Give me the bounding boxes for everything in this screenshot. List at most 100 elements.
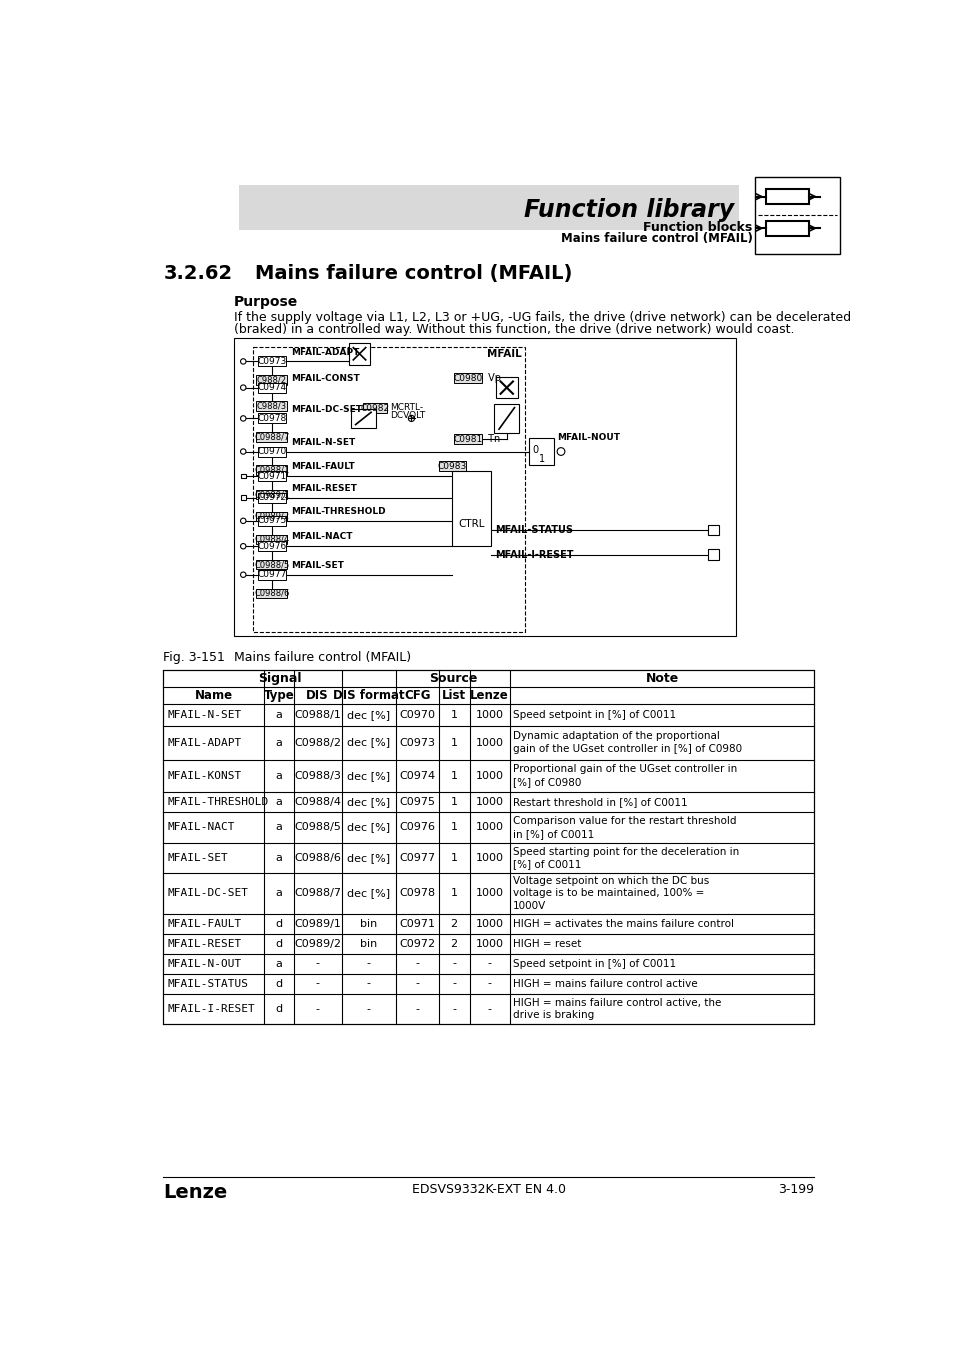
Text: Signal: Signal bbox=[257, 672, 301, 686]
Text: C0989/1: C0989/1 bbox=[254, 490, 289, 500]
Text: 1: 1 bbox=[450, 737, 457, 748]
Bar bbox=[707, 525, 719, 536]
Text: a: a bbox=[275, 822, 282, 833]
Text: a: a bbox=[275, 958, 282, 968]
Bar bbox=[256, 375, 287, 385]
Text: C0978: C0978 bbox=[398, 888, 435, 899]
Text: MFAIL-DC-SET: MFAIL-DC-SET bbox=[291, 405, 362, 413]
Text: C0978: C0978 bbox=[257, 414, 286, 423]
Text: C0980: C0980 bbox=[453, 374, 482, 383]
Text: MFAIL-SET: MFAIL-SET bbox=[167, 853, 228, 863]
Text: Lenze: Lenze bbox=[163, 1183, 228, 1202]
Bar bbox=[494, 404, 518, 433]
Text: C0973: C0973 bbox=[398, 737, 435, 748]
Text: MFAIL-FAULT: MFAIL-FAULT bbox=[291, 463, 355, 471]
Text: 2: 2 bbox=[450, 918, 457, 929]
Bar bbox=[241, 495, 245, 500]
Text: 1000: 1000 bbox=[476, 771, 503, 780]
Circle shape bbox=[240, 416, 246, 421]
Text: d: d bbox=[275, 938, 282, 949]
Text: 1000: 1000 bbox=[476, 710, 503, 720]
Text: MFAIL: MFAIL bbox=[486, 350, 521, 359]
Text: C0988/2: C0988/2 bbox=[294, 737, 341, 748]
Bar bbox=[362, 404, 387, 413]
Text: C0970: C0970 bbox=[257, 447, 286, 456]
Text: dec [%]: dec [%] bbox=[347, 853, 390, 863]
Text: 1: 1 bbox=[538, 454, 544, 464]
Bar bbox=[256, 432, 287, 441]
Text: Restart threshold in [%] of C0011: Restart threshold in [%] of C0011 bbox=[513, 796, 687, 807]
Text: Function blocks: Function blocks bbox=[642, 221, 752, 235]
Text: MFAIL-ADAPT: MFAIL-ADAPT bbox=[291, 348, 359, 356]
Circle shape bbox=[240, 385, 246, 390]
Text: -: - bbox=[415, 958, 418, 968]
Bar bbox=[529, 437, 554, 466]
Text: C0988/3: C0988/3 bbox=[294, 771, 341, 780]
Bar bbox=[163, 670, 814, 1025]
Text: (braked) in a controlled way. Without this function, the drive (drive network) w: (braked) in a controlled way. Without th… bbox=[233, 323, 794, 336]
Text: -: - bbox=[415, 979, 418, 988]
Text: dec [%]: dec [%] bbox=[347, 888, 390, 899]
Bar bbox=[351, 409, 375, 428]
Text: -: - bbox=[315, 979, 319, 988]
Text: MFAIL-DC-SET: MFAIL-DC-SET bbox=[167, 888, 248, 899]
Bar bbox=[233, 338, 736, 636]
Text: DIS: DIS bbox=[306, 688, 329, 702]
Text: 1: 1 bbox=[450, 771, 457, 780]
Bar bbox=[438, 462, 466, 471]
Text: MFAIL-NACT: MFAIL-NACT bbox=[291, 532, 353, 541]
Text: MFAIL-RESET: MFAIL-RESET bbox=[167, 938, 241, 949]
Text: C0971: C0971 bbox=[257, 471, 286, 481]
Text: MCRTL-: MCRTL- bbox=[390, 404, 423, 412]
Text: List: List bbox=[441, 688, 466, 702]
Bar bbox=[496, 377, 517, 398]
Bar bbox=[454, 374, 481, 383]
Bar bbox=[452, 471, 491, 547]
Text: Speed setpoint in [%] of C0011: Speed setpoint in [%] of C0011 bbox=[513, 958, 676, 968]
Text: C0974: C0974 bbox=[257, 383, 286, 392]
Text: dec [%]: dec [%] bbox=[347, 737, 390, 748]
Text: 1000: 1000 bbox=[476, 918, 503, 929]
Bar bbox=[256, 535, 287, 544]
Text: Voltage setpoint on which the DC bus
voltage is to be maintained, 100% =
1000V: Voltage setpoint on which the DC bus vol… bbox=[513, 876, 708, 911]
Bar bbox=[257, 570, 286, 579]
Circle shape bbox=[240, 544, 246, 549]
Text: 3.2.62: 3.2.62 bbox=[163, 265, 233, 284]
Text: Lenze: Lenze bbox=[470, 688, 509, 702]
Text: DIS format: DIS format bbox=[333, 688, 404, 702]
Text: Tn: Tn bbox=[484, 435, 499, 444]
Bar bbox=[256, 466, 287, 475]
Text: d: d bbox=[275, 918, 282, 929]
Text: dec [%]: dec [%] bbox=[347, 796, 390, 807]
Text: MFAIL-N-OUT: MFAIL-N-OUT bbox=[167, 958, 241, 968]
Text: C0972: C0972 bbox=[398, 938, 435, 949]
Text: -: - bbox=[315, 958, 319, 968]
Text: 1: 1 bbox=[450, 822, 457, 833]
Text: HIGH = mains failure control active: HIGH = mains failure control active bbox=[513, 979, 697, 988]
Text: a: a bbox=[275, 771, 282, 780]
Text: MFAIL-NOUT: MFAIL-NOUT bbox=[557, 433, 619, 441]
Text: MFAIL-N-SET: MFAIL-N-SET bbox=[291, 437, 355, 447]
Text: C0983: C0983 bbox=[437, 462, 467, 471]
Bar bbox=[257, 516, 286, 525]
Text: 1: 1 bbox=[450, 888, 457, 899]
Text: C988/3: C988/3 bbox=[256, 401, 287, 410]
Text: MFAIL-STATUS: MFAIL-STATUS bbox=[495, 525, 573, 535]
Text: MFAIL-KONST: MFAIL-KONST bbox=[167, 771, 241, 780]
Text: 0: 0 bbox=[532, 446, 537, 455]
Text: a: a bbox=[275, 737, 282, 748]
Text: C0972: C0972 bbox=[257, 493, 286, 502]
Text: 3-199: 3-199 bbox=[778, 1183, 814, 1196]
Text: 1000: 1000 bbox=[476, 796, 503, 807]
Text: MFAIL-STATUS: MFAIL-STATUS bbox=[167, 979, 248, 988]
Text: C0970: C0970 bbox=[398, 710, 435, 720]
Text: -: - bbox=[452, 958, 456, 968]
Text: C0988/7: C0988/7 bbox=[253, 432, 290, 441]
Bar bbox=[257, 471, 286, 481]
Text: MFAIL-I-RESET: MFAIL-I-RESET bbox=[495, 549, 573, 560]
Text: Fig. 3-151: Fig. 3-151 bbox=[163, 651, 225, 664]
Text: CTRL: CTRL bbox=[458, 518, 485, 529]
Text: -: - bbox=[366, 958, 371, 968]
Bar bbox=[256, 589, 287, 598]
Text: C0977: C0977 bbox=[257, 570, 286, 579]
